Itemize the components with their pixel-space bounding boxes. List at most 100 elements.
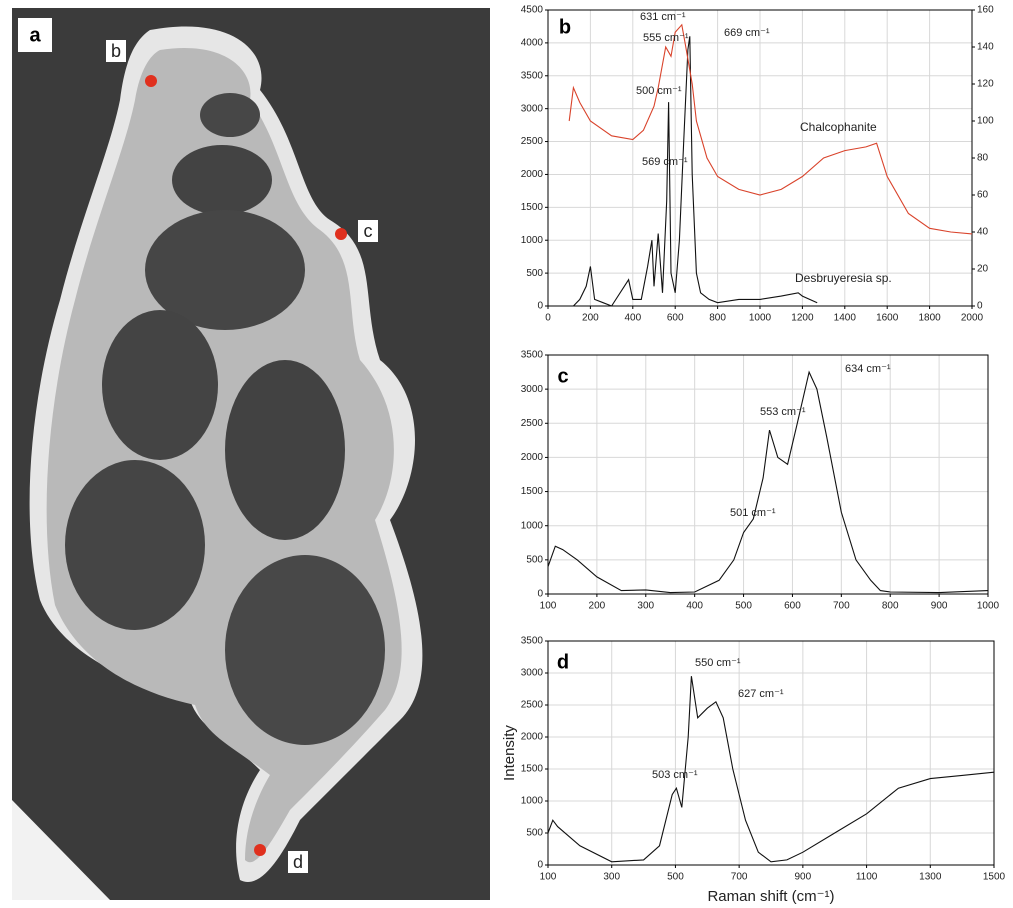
sample-point xyxy=(254,844,266,856)
x-tick-label: 1000 xyxy=(749,313,772,324)
y-axis-label: Intensity xyxy=(501,725,518,781)
plot-frame xyxy=(547,9,973,307)
y-tick-label: 2500 xyxy=(521,136,544,147)
x-tick-label: 1500 xyxy=(983,872,1006,883)
series-label: Desbruyeresia sp. xyxy=(795,271,892,285)
y-tick-label: 0 xyxy=(537,301,543,312)
spectrum-line xyxy=(573,36,818,307)
chamber xyxy=(145,210,305,330)
chamber xyxy=(225,555,385,745)
y-tick-label: 0 xyxy=(537,589,543,600)
point-label: d xyxy=(293,852,303,872)
y2-tick-label: 0 xyxy=(977,301,983,312)
x-tick-label: 500 xyxy=(667,872,684,883)
x-tick-label: 200 xyxy=(589,601,606,612)
x-tick-label: 1600 xyxy=(876,313,899,324)
x-tick-label: 200 xyxy=(582,313,599,324)
y2-tick-label: 120 xyxy=(977,79,994,90)
x-tick-label: 800 xyxy=(709,313,726,324)
y-tick-label: 3500 xyxy=(521,350,544,361)
chamber xyxy=(102,310,218,460)
y2-tick-label: 80 xyxy=(977,153,989,164)
x-tick-label: 500 xyxy=(735,601,752,612)
chamber xyxy=(200,93,260,137)
y-tick-label: 3500 xyxy=(521,70,544,81)
x-tick-label: 1300 xyxy=(919,872,942,883)
spectrum-line xyxy=(547,676,995,863)
peak-annotation: 500 cm⁻¹ xyxy=(636,85,682,97)
y-tick-label: 3000 xyxy=(521,384,544,395)
sem-image: a b c d xyxy=(12,8,490,900)
peak-annotation: 550 cm⁻¹ xyxy=(695,657,741,669)
y-tick-label: 1500 xyxy=(521,202,544,213)
x-tick-label: 400 xyxy=(624,313,641,324)
x-tick-label: 800 xyxy=(882,601,899,612)
y-tick-label: 3000 xyxy=(521,103,544,114)
plot-frame xyxy=(547,354,989,595)
y-tick-label: 500 xyxy=(526,554,543,565)
x-tick-label: 300 xyxy=(637,601,654,612)
peak-annotation: 555 cm⁻¹ xyxy=(643,32,689,44)
y-tick-label: 1000 xyxy=(521,520,544,531)
label-box xyxy=(106,40,126,62)
y-tick-label: 2500 xyxy=(521,418,544,429)
y-tick-label: 2000 xyxy=(521,732,544,743)
y-tick-label: 3000 xyxy=(521,668,544,679)
x-tick-label: 1400 xyxy=(834,313,857,324)
y2-tick-label: 160 xyxy=(977,5,994,16)
x-tick-label: 1800 xyxy=(918,313,941,324)
y-tick-label: 4500 xyxy=(521,5,544,16)
x-tick-label: 900 xyxy=(931,601,948,612)
sample-point xyxy=(335,228,347,240)
x-axis-label: Raman shift (cm⁻¹) xyxy=(707,888,834,905)
y-tick-label: 1000 xyxy=(521,235,544,246)
x-tick-label: 0 xyxy=(545,313,551,324)
panel-label: d xyxy=(557,651,569,673)
chamber xyxy=(225,360,345,540)
y-tick-label: 1000 xyxy=(521,796,544,807)
y-tick-label: 3500 xyxy=(521,636,544,647)
peak-annotation: 569 cm⁻¹ xyxy=(642,156,688,168)
point-label: b xyxy=(111,41,121,61)
x-tick-label: 600 xyxy=(784,601,801,612)
x-tick-label: 1200 xyxy=(791,313,814,324)
label-box xyxy=(358,220,378,242)
peak-annotation: 669 cm⁻¹ xyxy=(724,27,770,39)
sample-point xyxy=(145,75,157,87)
chamber xyxy=(65,460,205,630)
y2-tick-label: 40 xyxy=(977,227,989,238)
x-tick-label: 600 xyxy=(667,313,684,324)
x-tick-label: 100 xyxy=(540,601,557,612)
x-tick-label: 2000 xyxy=(961,313,984,324)
y-tick-label: 2500 xyxy=(521,700,544,711)
x-tick-label: 300 xyxy=(603,872,620,883)
spectrum-line xyxy=(568,23,973,235)
label-box xyxy=(288,851,308,873)
x-tick-label: 1000 xyxy=(977,601,1000,612)
y-tick-label: 0 xyxy=(537,860,543,871)
x-tick-label: 100 xyxy=(540,872,557,883)
x-tick-label: 1100 xyxy=(856,872,878,883)
plot-frame xyxy=(547,640,995,866)
spectrum-line xyxy=(547,370,989,594)
y2-tick-label: 20 xyxy=(977,264,989,275)
peak-annotation: 501 cm⁻¹ xyxy=(730,507,776,519)
label-box xyxy=(18,18,52,52)
y-tick-label: 500 xyxy=(526,268,543,279)
y-tick-label: 2000 xyxy=(521,452,544,463)
peak-annotation: 627 cm⁻¹ xyxy=(738,688,784,700)
y-tick-label: 1500 xyxy=(521,764,544,775)
series-label: Chalcophanite xyxy=(800,120,877,134)
panel-label: a xyxy=(29,24,41,46)
peak-annotation: 553 cm⁻¹ xyxy=(760,406,806,418)
y2-tick-label: 60 xyxy=(977,190,989,201)
y2-tick-label: 140 xyxy=(977,42,994,53)
peak-annotation: 634 cm⁻¹ xyxy=(845,363,891,375)
panel-label: b xyxy=(559,16,571,38)
peak-annotation: 503 cm⁻¹ xyxy=(652,769,698,781)
x-tick-label: 700 xyxy=(731,872,748,883)
panel-label: c xyxy=(557,365,568,387)
image-corner xyxy=(12,800,110,900)
x-tick-label: 700 xyxy=(833,601,850,612)
